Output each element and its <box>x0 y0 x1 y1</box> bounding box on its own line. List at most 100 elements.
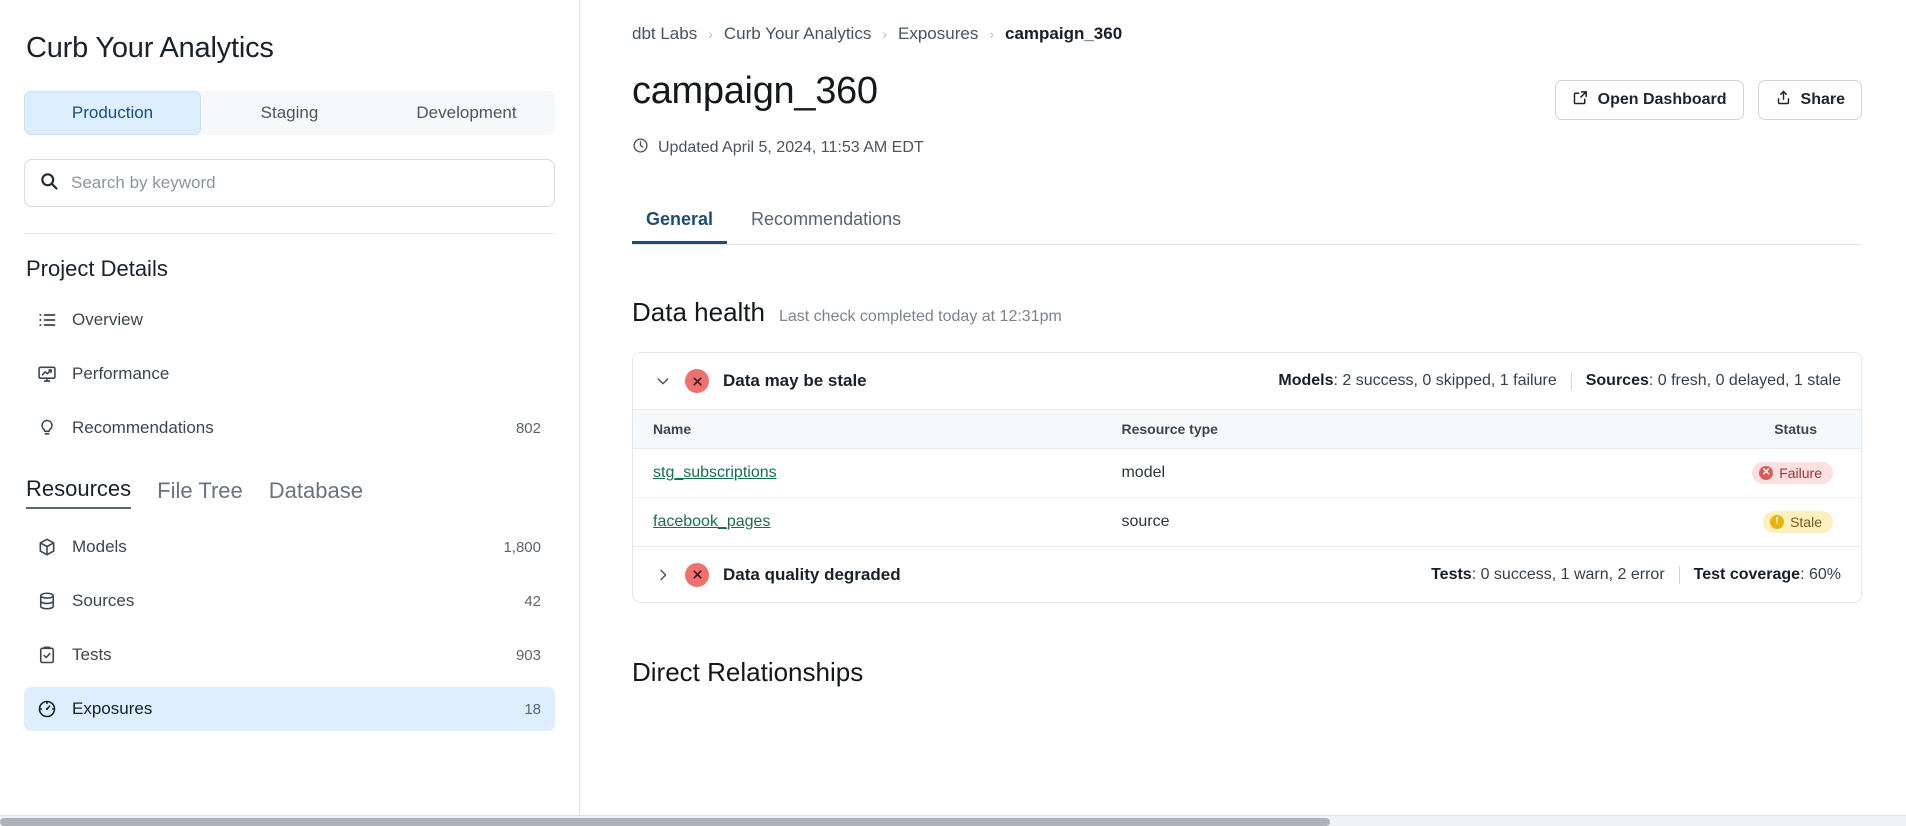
resource-tab-file-tree[interactable]: File Tree <box>157 478 243 503</box>
share-button[interactable]: Share <box>1757 80 1862 120</box>
tests-summary-key: Tests <box>1431 565 1472 583</box>
sources-summary: Sources: 0 fresh, 0 delayed, 1 stale <box>1586 372 1841 390</box>
horizontal-scrollbar[interactable] <box>0 815 1906 826</box>
updated-timestamp: Updated April 5, 2024, 11:53 AM EDT <box>632 137 1862 159</box>
env-tab-development[interactable]: Development <box>416 103 517 122</box>
table-body: stg_subscriptions model ✕ Failure face <box>633 448 1861 547</box>
open-dashboard-label: Open Dashboard <box>1597 91 1727 108</box>
resource-tab-group: Resources File Tree Database <box>26 476 555 509</box>
search-icon <box>39 171 59 196</box>
sidebar-item-exposures[interactable]: Exposures 18 <box>24 687 555 731</box>
sidebar-item-performance[interactable]: Performance <box>24 352 555 396</box>
sidebar-item-label: Performance <box>72 364 170 383</box>
resource-link-facebook-pages[interactable]: facebook_pages <box>653 513 771 530</box>
data-health-table: Name Resource type Status stg_subscripti… <box>633 409 1861 546</box>
cell-name: stg_subscriptions <box>633 448 1102 498</box>
page-actions: Open Dashboard Share <box>1554 70 1862 120</box>
direct-relationships-title: Direct Relationships <box>632 657 864 687</box>
project-title: Curb Your Analytics <box>26 32 274 64</box>
sidebar-item-count: 903 <box>515 646 541 664</box>
sidebar-item-count: 1,800 <box>503 538 541 556</box>
tests-summary: Tests: 0 success, 1 warn, 2 error <box>1431 566 1665 584</box>
page-title: campaign_360 <box>632 70 878 112</box>
coverage-summary-value: : 60% <box>1800 565 1841 583</box>
group-label: Data quality degraded <box>723 564 901 584</box>
cell-status: ✕ Failure <box>1492 448 1861 498</box>
monitor-chart-icon <box>36 363 58 385</box>
sidebar-item-models[interactable]: Models 1,800 <box>24 525 555 569</box>
content-tab-group: General Recommendations <box>632 209 1862 245</box>
models-summary: Models: 2 success, 0 skipped, 1 failure <box>1278 372 1556 390</box>
breadcrumb-item-dbt-labs[interactable]: dbt Labs <box>632 24 698 43</box>
external-link-icon <box>1572 89 1589 111</box>
sidebar-item-recommendations[interactable]: Recommendations 802 <box>24 406 555 450</box>
sidebar-item-count: 42 <box>524 592 541 610</box>
cell-status: ! Stale <box>1492 498 1861 547</box>
error-circle-icon <box>685 369 709 393</box>
updated-text: Updated April 5, 2024, 11:53 AM EDT <box>658 139 924 156</box>
table-row[interactable]: stg_subscriptions model ✕ Failure <box>633 448 1861 498</box>
list-icon <box>36 309 58 331</box>
chevron-right-icon: › <box>989 26 994 42</box>
table-header-row: Name Resource type Status <box>633 409 1861 449</box>
models-summary-key: Models <box>1278 372 1334 389</box>
data-health-subtitle: Last check completed today at 12:31pm <box>778 308 1062 325</box>
cube-icon <box>36 536 58 558</box>
data-health-title: Data health <box>632 297 765 327</box>
cell-resource-type: model <box>1101 448 1493 498</box>
breadcrumb-item-current: campaign_360 <box>1005 24 1123 43</box>
resource-tab-resources[interactable]: Resources <box>26 476 132 509</box>
sidebar-item-label: Tests <box>72 645 112 664</box>
search-box[interactable] <box>24 159 555 207</box>
data-health-group-quality[interactable]: Data quality degraded Tests: 0 success, … <box>633 546 1861 602</box>
column-header-resource-type: Resource type <box>1101 409 1493 449</box>
data-health-panel: Data may be stale Models: 2 success, 0 s… <box>632 352 1862 603</box>
sources-summary-key: Sources <box>1585 372 1649 389</box>
warning-circle-icon: ! <box>1770 515 1785 529</box>
tests-summary-value: : 0 success, 1 warn, 2 error <box>1471 565 1665 583</box>
scrollbar-thumb[interactable] <box>0 818 1330 826</box>
table-row[interactable]: facebook_pages source ! Stale <box>633 498 1861 547</box>
sources-summary-value: : 0 fresh, 0 delayed, 1 stale <box>1648 372 1841 389</box>
sidebar-item-overview[interactable]: Overview <box>24 298 555 342</box>
project-details-title: Project Details <box>26 256 168 281</box>
sidebar-item-count: 18 <box>524 700 541 718</box>
resource-tab-database[interactable]: Database <box>268 478 363 503</box>
models-summary-value: : 2 success, 0 skipped, 1 failure <box>1333 372 1557 389</box>
chevron-right-icon: › <box>882 26 887 42</box>
status-badge-label: Stale <box>1790 514 1822 530</box>
data-health-header: Data health Last check completed today a… <box>632 297 1862 328</box>
breadcrumb-item-project[interactable]: Curb Your Analytics <box>723 24 872 43</box>
search-input[interactable] <box>71 173 540 193</box>
main-content: dbt Labs › Curb Your Analytics › Exposur… <box>580 0 1906 826</box>
sidebar-item-count: 802 <box>515 419 541 437</box>
chevron-down-icon[interactable] <box>653 373 673 389</box>
breadcrumb-item-exposures[interactable]: Exposures <box>898 24 979 43</box>
clipboard-check-icon <box>36 644 58 666</box>
error-circle-icon <box>685 562 709 587</box>
resource-link-stg-subscriptions[interactable]: stg_subscriptions <box>653 464 777 481</box>
sidebar-item-tests[interactable]: Tests 903 <box>24 633 555 677</box>
sidebar-item-label: Overview <box>72 310 143 329</box>
tab-general[interactable]: General <box>632 209 728 244</box>
data-health-group-stale[interactable]: Data may be stale Models: 2 success, 0 s… <box>633 353 1861 409</box>
open-dashboard-button[interactable]: Open Dashboard <box>1554 80 1744 120</box>
group-label: Data may be stale <box>723 371 867 390</box>
chevron-right-icon[interactable] <box>653 567 673 583</box>
title-row: campaign_360 Open Dashboard <box>632 70 1862 120</box>
coverage-summary-key: Test coverage <box>1693 565 1801 583</box>
sidebar-item-label: Exposures <box>72 699 153 718</box>
meta-divider <box>1570 372 1572 390</box>
clock-icon <box>632 137 649 159</box>
env-tab-production[interactable]: Production <box>24 91 201 135</box>
env-tab-staging[interactable]: Staging <box>260 103 319 122</box>
column-header-name: Name <box>633 409 1102 449</box>
sidebar-item-sources[interactable]: Sources 42 <box>24 579 555 623</box>
status-badge-stale: ! Stale <box>1763 511 1833 533</box>
lightbulb-icon <box>36 417 58 439</box>
chevron-right-icon: › <box>708 26 713 42</box>
sidebar-divider <box>24 233 555 234</box>
tab-recommendations[interactable]: Recommendations <box>751 209 902 229</box>
x-circle-icon: ✕ <box>1759 466 1774 480</box>
